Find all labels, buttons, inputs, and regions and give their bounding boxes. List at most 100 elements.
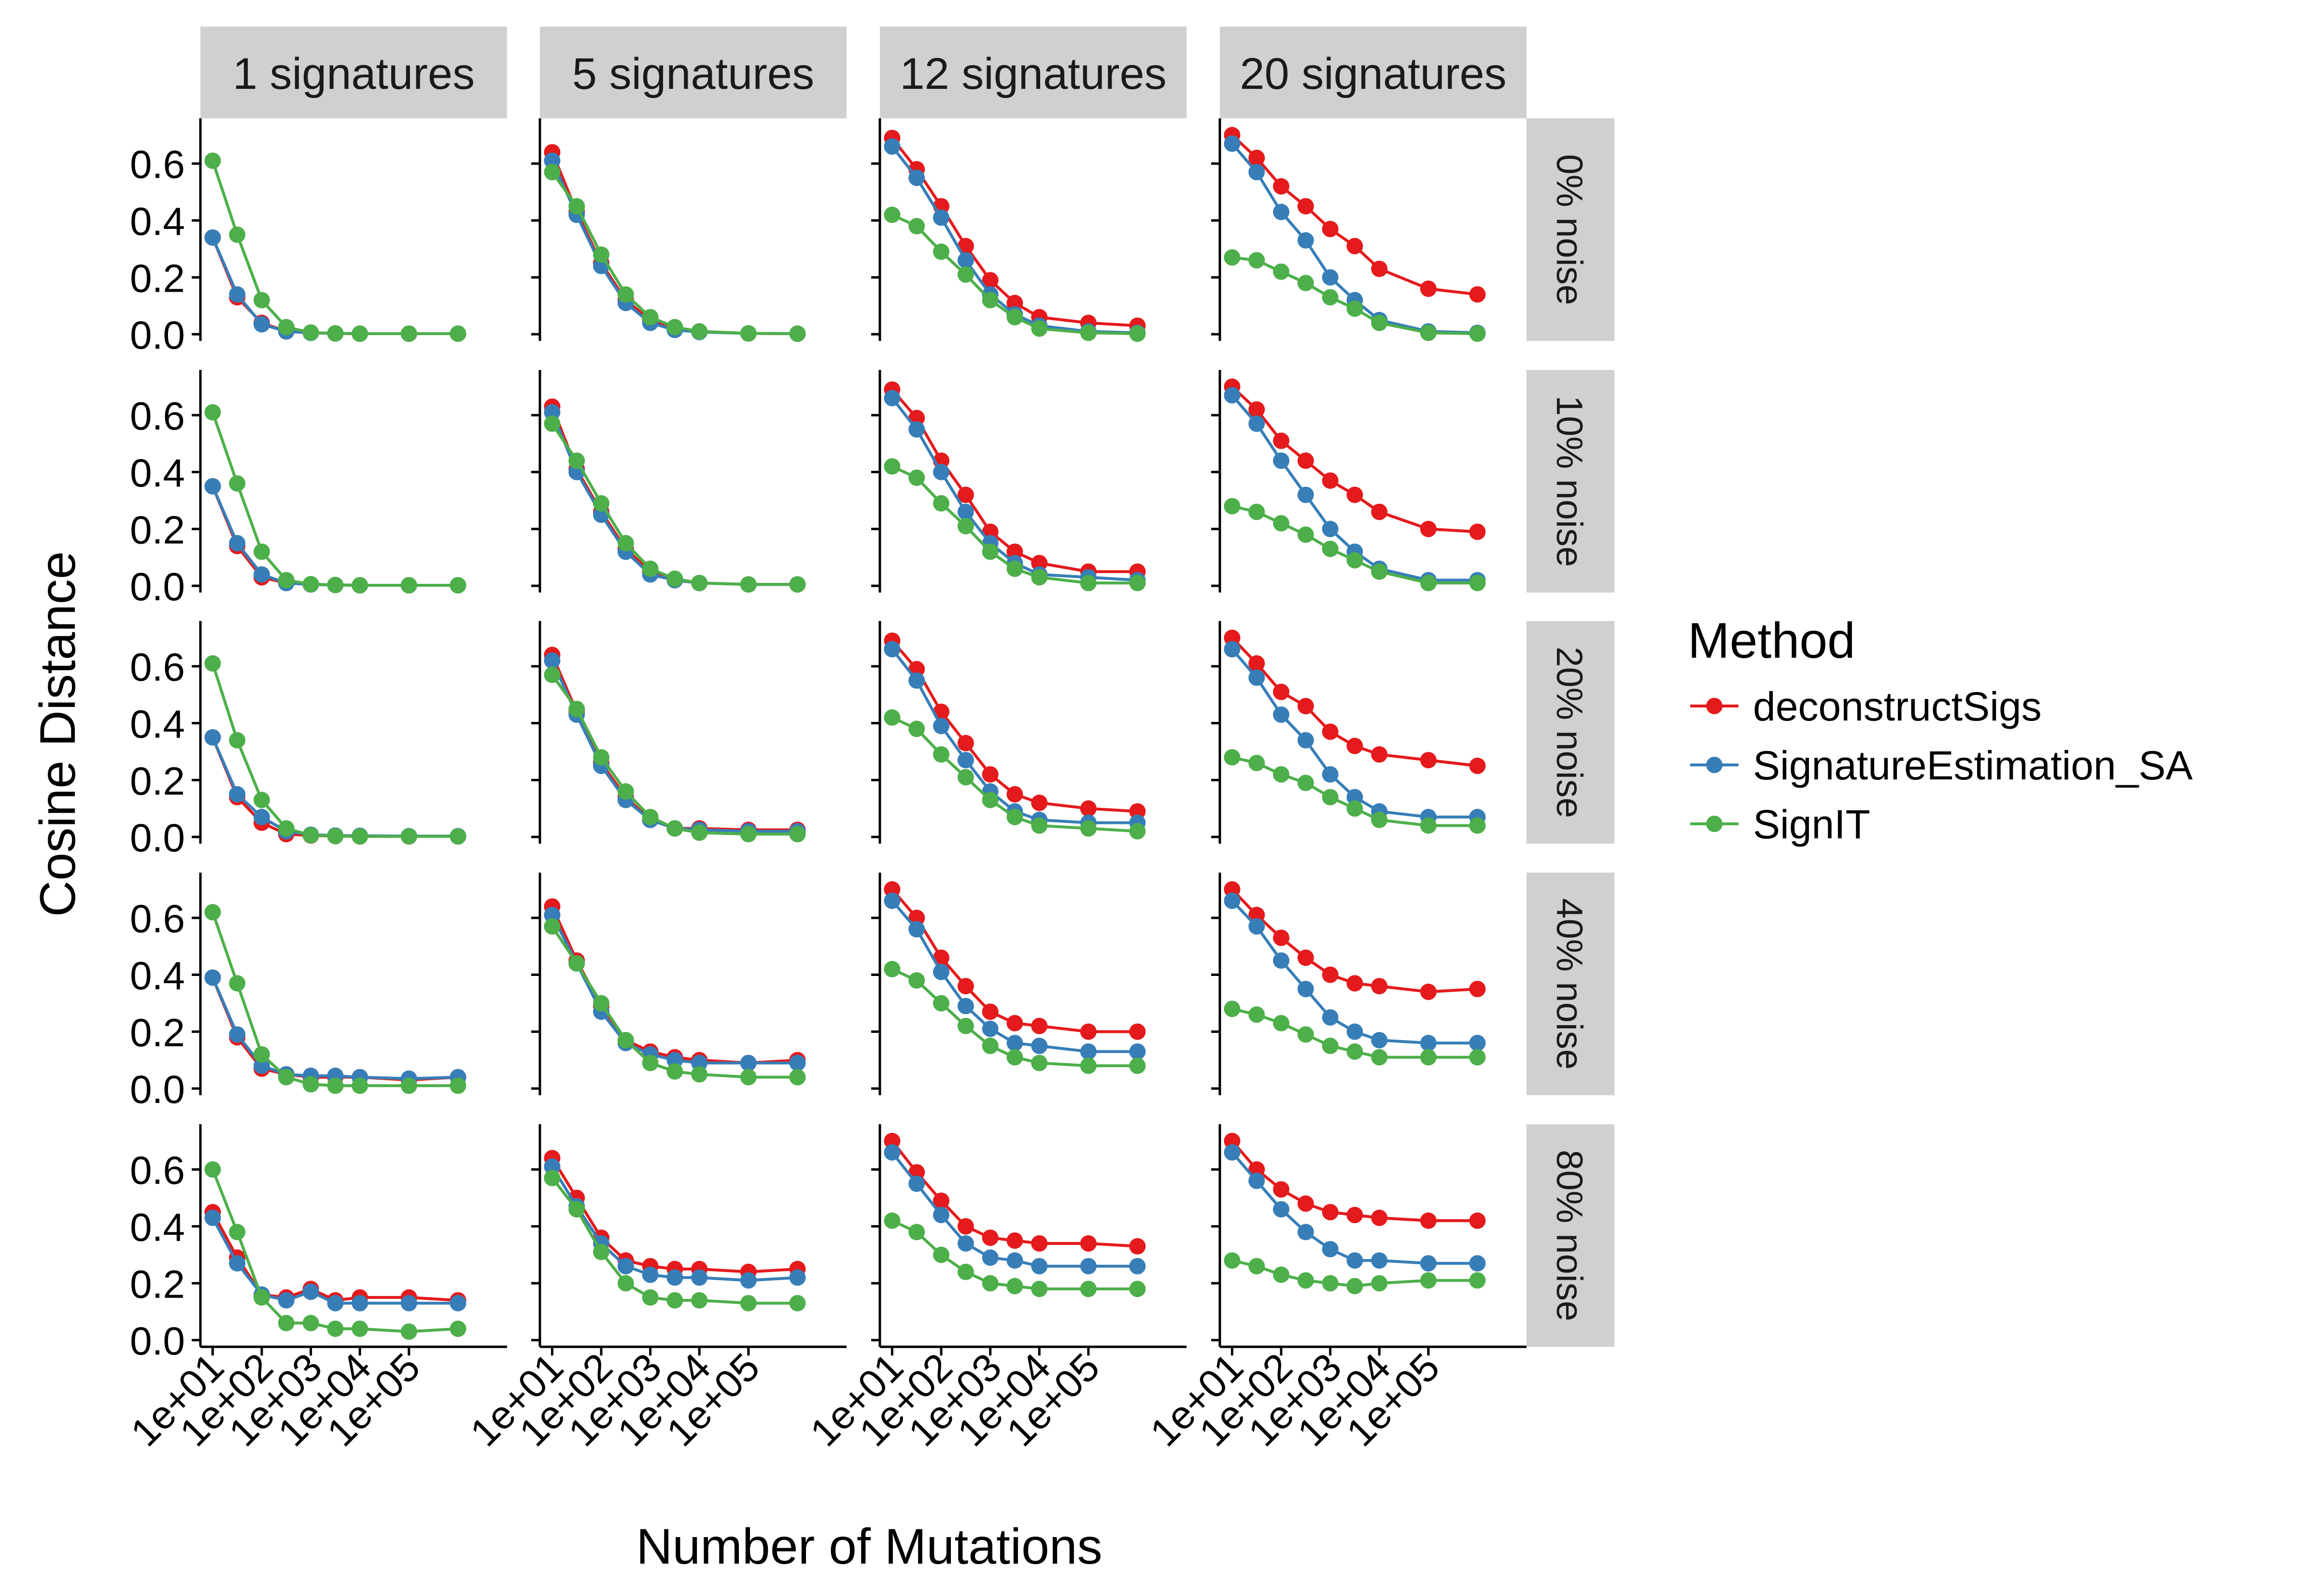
data-point	[1371, 1032, 1388, 1048]
data-point	[1273, 515, 1289, 532]
data-point	[450, 577, 466, 593]
y-axis	[531, 118, 541, 341]
y-tick-label: 0.0	[130, 816, 185, 860]
data-point	[229, 286, 246, 303]
data-point	[352, 1295, 368, 1312]
data-point	[1469, 757, 1486, 774]
y-tick-label: 0.6	[130, 143, 185, 187]
data-point	[327, 577, 344, 593]
series-line	[551, 423, 798, 586]
data-point	[1469, 981, 1486, 997]
series-line	[891, 888, 1138, 1033]
legend-key-point	[1706, 757, 1723, 773]
y-axis	[531, 621, 541, 844]
data-point	[1031, 555, 1048, 571]
data-point	[1420, 1272, 1437, 1289]
data-point	[1322, 766, 1339, 783]
data-point	[1346, 800, 1363, 817]
data-point	[957, 504, 974, 520]
data-point	[740, 1069, 757, 1086]
data-point	[933, 1246, 949, 1263]
data-point	[1371, 563, 1388, 580]
data-point	[908, 1224, 925, 1241]
data-point	[327, 325, 344, 342]
data-point	[400, 1323, 417, 1340]
data-point	[400, 577, 417, 593]
series-line	[551, 914, 798, 1065]
data-point	[254, 1058, 270, 1074]
data-point	[1297, 526, 1314, 543]
data-point	[229, 975, 246, 992]
data-point	[544, 404, 561, 421]
data-point	[884, 881, 901, 898]
data-point	[400, 1077, 417, 1094]
data-point	[1469, 575, 1486, 592]
data-point	[1224, 629, 1241, 646]
data-point	[204, 152, 221, 169]
y-axis	[871, 118, 881, 341]
data-point	[544, 152, 561, 169]
data-point	[1371, 260, 1388, 277]
data-point	[1346, 737, 1363, 754]
y-axis	[1211, 1124, 1221, 1347]
data-point	[957, 252, 974, 268]
series-line	[551, 660, 798, 833]
data-point	[327, 1295, 344, 1312]
y-tick-label: 0.2	[130, 256, 185, 300]
data-point	[1129, 1023, 1146, 1040]
data-point	[1031, 1281, 1048, 1298]
data-point	[1469, 523, 1486, 540]
series-line	[211, 237, 458, 335]
data-point	[1322, 521, 1339, 537]
data-point	[933, 995, 949, 1012]
data-point	[1297, 1272, 1314, 1289]
data-point	[254, 791, 270, 808]
data-point	[1248, 1161, 1265, 1178]
data-point	[1371, 1209, 1388, 1226]
data-point	[1248, 164, 1265, 181]
data-point	[666, 820, 683, 837]
facet-panel	[884, 1132, 1146, 1298]
data-point	[1006, 1015, 1023, 1031]
facet-panel	[204, 1161, 466, 1340]
facet-col-label: 1 signatures	[233, 49, 475, 99]
data-point	[1248, 755, 1265, 771]
y-tick-label: 0.6	[130, 1149, 185, 1193]
data-point	[1006, 560, 1023, 577]
data-point	[1322, 289, 1339, 306]
data-point	[1322, 1241, 1339, 1257]
x-axis-title: Number of Mutations	[636, 1519, 1102, 1575]
series-line	[211, 736, 458, 838]
y-axis	[1211, 621, 1221, 844]
legend-entry: deconstructSigs	[1690, 684, 2042, 729]
data-point	[1469, 325, 1486, 342]
data-point	[933, 718, 949, 734]
data-point	[1248, 655, 1265, 672]
series-line	[1231, 385, 1478, 534]
data-point	[352, 1320, 368, 1337]
data-point	[884, 1132, 901, 1149]
facet-strip-bg	[1526, 621, 1614, 844]
data-point	[1469, 1272, 1486, 1289]
data-point	[884, 1144, 901, 1161]
data-point	[908, 921, 925, 938]
data-point	[568, 955, 585, 972]
data-point	[352, 1077, 368, 1094]
data-point	[982, 766, 999, 783]
data-point	[740, 1295, 757, 1312]
data-point	[982, 272, 999, 289]
data-point	[544, 906, 561, 923]
data-point	[1080, 1235, 1097, 1252]
data-point	[666, 1292, 683, 1309]
y-tick-label: 0.4	[130, 954, 185, 998]
data-point	[789, 325, 806, 342]
data-point	[327, 1320, 344, 1337]
data-point	[400, 828, 417, 845]
data-point	[1297, 198, 1314, 215]
data-point	[254, 316, 270, 333]
facet-strip-row: 0% noise	[1526, 118, 1614, 341]
data-point	[666, 570, 683, 587]
data-point	[789, 1295, 806, 1312]
series-line	[891, 639, 1138, 813]
data-point	[933, 243, 949, 260]
